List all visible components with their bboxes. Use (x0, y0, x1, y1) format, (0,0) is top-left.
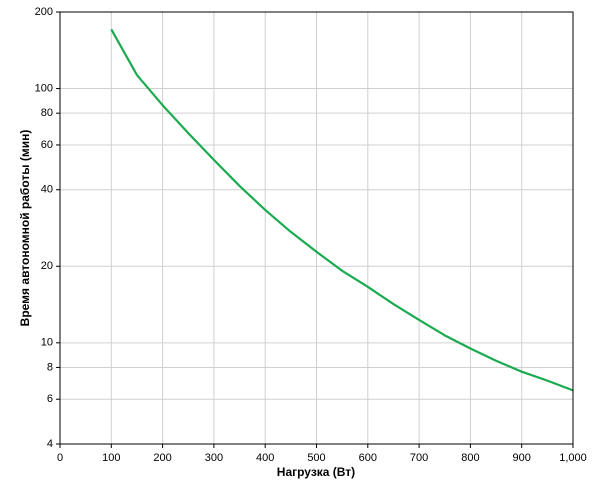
x-tick-label: 1,000 (559, 452, 587, 464)
y-tick-label: 8 (47, 361, 53, 373)
data-line (110, 28, 574, 392)
y-tick-label: 10 (41, 337, 53, 349)
y-tick-label: 40 (41, 184, 53, 196)
x-tick-label: 300 (205, 452, 223, 464)
x-tick-label: 0 (57, 452, 63, 464)
plot-frame (59, 11, 574, 445)
x-tick-label: 800 (461, 452, 479, 464)
y-tick-label: 60 (41, 139, 53, 151)
marks (110, 28, 574, 392)
x-tick-label: 600 (359, 452, 377, 464)
x-tick-label: 500 (307, 452, 325, 464)
x-tick-label: 700 (410, 452, 428, 464)
y-tick-label: 200 (35, 6, 53, 18)
y-tick-label: 4 (47, 438, 53, 450)
y-tick-label: 6 (47, 393, 53, 405)
y-tick-label: 80 (41, 107, 53, 119)
x-tick-label: 900 (513, 452, 531, 464)
y-tick-label: 20 (41, 260, 53, 272)
x-tick-label: 200 (153, 452, 171, 464)
x-tick-label: 100 (102, 452, 120, 464)
y-axis-title: Время автономной работы (мин) (18, 130, 32, 327)
y-tick-label: 100 (35, 82, 53, 94)
x-axis-title: Нагрузка (Вт) (277, 465, 355, 479)
x-tick-label: 400 (256, 452, 274, 464)
